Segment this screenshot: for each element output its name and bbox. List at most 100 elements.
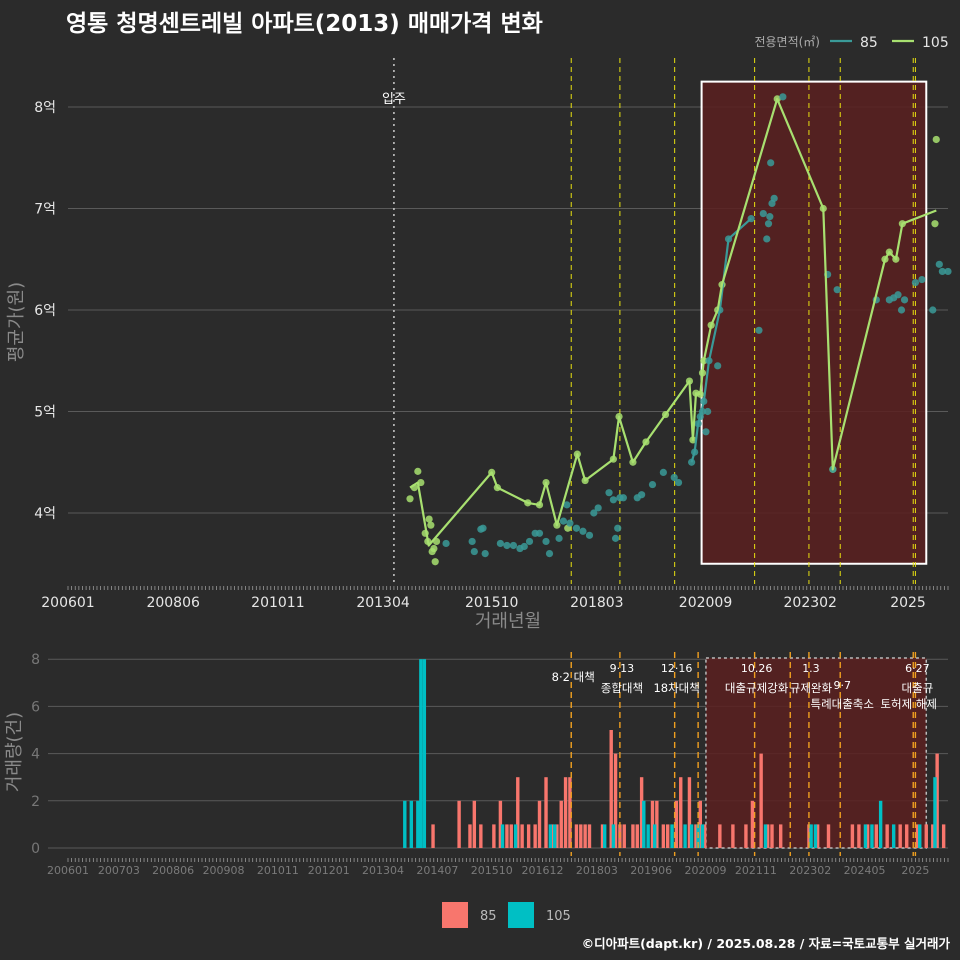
price-point-85 [766, 213, 774, 221]
volume-bar-85 [935, 753, 939, 848]
price-point-85 [545, 550, 554, 558]
price-point-85 [535, 529, 544, 537]
bar-legend-swatch-105 [508, 902, 534, 928]
price-point-85 [468, 537, 476, 546]
price-point-85 [479, 524, 487, 532]
price-point-85 [520, 542, 528, 551]
volume-bar-85 [613, 753, 618, 848]
price-point-85 [611, 534, 620, 542]
volume-bar-85 [639, 777, 644, 848]
volume-bar-85 [520, 824, 524, 848]
volume-bar-85 [509, 824, 513, 848]
price-point-85 [496, 539, 504, 548]
bar-x-tick-label: 202009 [685, 864, 727, 877]
policy-label: 18차대책 [653, 681, 699, 695]
bar-y-tick-label: 6 [31, 699, 40, 715]
price-x-tick-label: 2025 [890, 595, 926, 611]
price-point-105 [414, 467, 422, 475]
volume-bar-85 [750, 800, 755, 848]
volume-bar-105 [670, 824, 674, 848]
price-point-85 [648, 480, 657, 489]
volume-bar-85 [661, 824, 666, 848]
volume-bar-85 [718, 824, 722, 848]
price-point-85 [900, 296, 909, 304]
price-x-tick-label: 202009 [679, 595, 732, 611]
volume-bar-85 [526, 824, 531, 848]
bar-x-tick-label: 202111 [735, 864, 777, 877]
volume-bar-85 [537, 800, 542, 848]
volume-bar-85 [666, 824, 670, 848]
price-point-105 [932, 135, 940, 144]
price-point-85 [764, 220, 773, 228]
volume-bar-85 [674, 800, 679, 848]
price-point-85 [938, 267, 946, 276]
price-y-tick-label: 4억 [34, 506, 56, 522]
policy-date: 12·16 [661, 662, 693, 675]
volume-bar-105 [419, 659, 423, 848]
volume-bar-105 [513, 824, 518, 848]
volume-bar-85 [550, 824, 555, 848]
price-x-tick-label: 202302 [784, 595, 837, 611]
policy-date: 1.3 [802, 662, 820, 675]
price-x-tick-label: 201803 [570, 595, 623, 611]
policy-label: 8·2 대책 [552, 670, 595, 684]
volume-bar-85 [574, 824, 579, 848]
price-point-85 [503, 541, 511, 550]
volume-bar-85 [905, 824, 909, 848]
price-point-85 [442, 539, 450, 548]
price-point-85 [638, 491, 646, 499]
price-point-85 [619, 494, 627, 502]
bar-x-tick-label: 201510 [471, 864, 513, 877]
price-point-105 [427, 521, 435, 529]
price-point-85 [566, 519, 574, 527]
volume-bar-85 [635, 824, 639, 848]
price-point-85 [763, 235, 771, 243]
volume-bar-105 [918, 824, 922, 848]
volume-bar-105 [416, 800, 420, 848]
bar-x-tick-label: 201906 [630, 864, 672, 877]
bar-x-tick-label: 200601 [47, 864, 89, 877]
legend-label-85: 85 [860, 35, 878, 51]
price-line-85 [690, 217, 752, 463]
price-x-tick-label: 201510 [465, 595, 518, 611]
price-point-85 [659, 468, 667, 476]
volume-bar-85 [431, 824, 435, 848]
price-point-85 [929, 306, 937, 314]
bar-y-axis-title: 거래량(건) [4, 712, 25, 792]
bar-legend-label-105: 105 [546, 909, 571, 924]
policy-date: 10.26 [741, 662, 773, 675]
volume-bar-105 [652, 824, 657, 848]
highlight-box [700, 80, 928, 565]
volume-bar-85 [941, 824, 946, 848]
volume-bar-85 [885, 824, 889, 848]
price-point-105 [406, 495, 414, 503]
price-point-85 [670, 473, 678, 482]
price-point-85 [770, 194, 778, 202]
bar-legend-label-85: 85 [480, 909, 497, 924]
volume-bar-85 [505, 824, 509, 848]
bar-x-tick-label: 200806 [152, 864, 194, 877]
price-point-85 [481, 550, 489, 558]
volume-bar-105 [642, 800, 646, 848]
price-y-tick-label: 5억 [34, 405, 56, 421]
volume-bar-105 [548, 824, 553, 848]
bar-x-tick-label: 2025 [901, 864, 929, 877]
price-x-tick-label: 200806 [146, 595, 200, 611]
volume-bar-85 [609, 730, 613, 848]
bar-x-tick-label: 201407 [416, 864, 458, 877]
volume-bar-85 [555, 824, 559, 848]
price-point-85 [767, 159, 775, 167]
volume-bar-105 [403, 800, 407, 848]
volume-bar-85 [778, 824, 783, 848]
price-point-85 [944, 267, 952, 276]
volume-bar-105 [689, 824, 694, 848]
price-point-85 [563, 501, 571, 509]
policy-label: 대출규 [902, 681, 934, 695]
policy-label: 규제완화 [790, 681, 833, 695]
price-point-105 [430, 544, 438, 553]
price-point-85 [572, 524, 581, 532]
bar-x-tick-label: 201612 [522, 864, 564, 877]
volume-bar-85 [600, 824, 605, 848]
bar-y-tick-label: 2 [31, 794, 40, 810]
